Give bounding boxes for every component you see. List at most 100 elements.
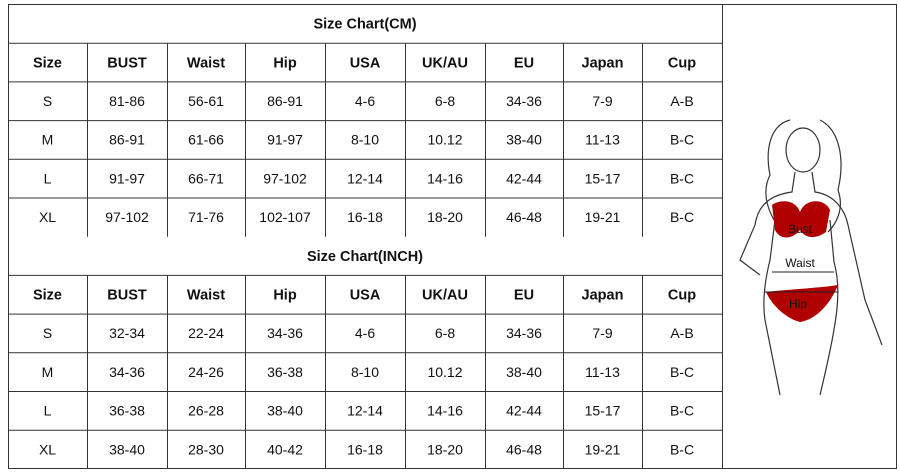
bikini-bottom [766, 285, 838, 322]
header-cell: EU [514, 55, 534, 71]
body-outline [739, 171, 883, 396]
header-cell: Size [33, 55, 62, 71]
cell: 81-86 [109, 93, 145, 109]
header-cell: Hip [273, 288, 297, 304]
cell: B-C [670, 441, 694, 457]
cell: 40-42 [267, 441, 303, 457]
cell: 19-21 [585, 209, 621, 225]
cell: 11-13 [585, 132, 620, 148]
header-cell: Hip [273, 55, 297, 71]
cell: M [42, 132, 54, 148]
cell: 10.12 [427, 364, 462, 380]
cell: S [43, 93, 52, 109]
header-cell: Japan [582, 288, 624, 304]
cell: 34-36 [109, 364, 145, 380]
cell: 38-40 [506, 364, 542, 380]
cell: 38-40 [267, 403, 303, 419]
cell: 18-20 [427, 209, 463, 225]
cell: 6-8 [435, 93, 455, 109]
header-cell: Waist [187, 55, 225, 71]
cell: 38-40 [109, 441, 145, 457]
cell: 14-16 [427, 170, 463, 186]
cell: 28-30 [188, 441, 224, 457]
cell: 24-26 [188, 364, 224, 380]
cell: 16-18 [347, 441, 383, 457]
cell: B-C [670, 209, 694, 225]
cell: 32-34 [109, 325, 145, 341]
cell: 18-20 [427, 441, 463, 457]
cell: L [44, 170, 52, 186]
cell: 56-61 [188, 93, 224, 109]
header-cell: BUST [107, 288, 147, 304]
cell: 22-24 [188, 325, 224, 341]
cell: A-B [670, 93, 693, 109]
header-cell: Japan [582, 55, 624, 71]
cell: 11-13 [585, 364, 620, 380]
header-cell: USA [350, 288, 381, 304]
cell: 36-38 [267, 364, 303, 380]
cell: 8-10 [351, 364, 379, 380]
cell: 86-91 [109, 132, 145, 148]
cell: 19-21 [585, 441, 621, 457]
cell: 42-44 [506, 403, 542, 419]
cell: 97-102 [263, 170, 307, 186]
cell: 46-48 [506, 441, 542, 457]
cell: 26-28 [188, 403, 224, 419]
cell: 42-44 [506, 170, 542, 186]
header-cell: UK/AU [422, 55, 468, 71]
cell: 102-107 [259, 209, 311, 225]
figure-label: Hip [789, 297, 807, 311]
cell: 86-91 [267, 93, 303, 109]
cell: B-C [670, 170, 694, 186]
cell: B-C [670, 132, 694, 148]
header-cell: Waist [187, 288, 225, 304]
figure-label: Bust [788, 222, 813, 236]
cell: 46-48 [506, 209, 542, 225]
cell: 6-8 [435, 325, 455, 341]
cell: 38-40 [506, 132, 542, 148]
cell: 61-66 [188, 132, 224, 148]
cell: 12-14 [347, 403, 383, 419]
cell: 4-6 [355, 325, 375, 341]
cell: 91-97 [267, 132, 303, 148]
cell: 34-36 [267, 325, 303, 341]
figure [739, 119, 883, 396]
cell: 7-9 [592, 325, 612, 341]
cell: 14-16 [427, 403, 463, 419]
cell: 7-9 [592, 93, 612, 109]
bikini-top [772, 201, 830, 238]
cell: S [43, 325, 52, 341]
cell: 66-71 [188, 170, 224, 186]
cell: 16-18 [347, 209, 383, 225]
cell: 97-102 [105, 209, 149, 225]
header-cell: USA [350, 55, 381, 71]
cell: M [42, 364, 54, 380]
face [785, 127, 821, 173]
cell: 91-97 [109, 170, 145, 186]
cell: 36-38 [109, 403, 145, 419]
outer-border [8, 4, 897, 469]
cell: 12-14 [347, 170, 383, 186]
cell: 10.12 [427, 132, 462, 148]
hair [765, 119, 842, 233]
cell: B-C [670, 364, 694, 380]
cell: 4-6 [355, 93, 375, 109]
table-title: Size Chart(CM) [313, 17, 416, 33]
table-title: Size Chart(INCH) [307, 249, 423, 265]
cell: 71-76 [188, 209, 224, 225]
header-cell: Cup [668, 55, 696, 71]
figure-label: Waist [785, 256, 815, 270]
header-cell: UK/AU [422, 288, 468, 304]
header-cell: Size [33, 288, 62, 304]
header-cell: EU [514, 288, 534, 304]
cell: B-C [670, 403, 694, 419]
cell: 8-10 [351, 132, 379, 148]
header-cell: BUST [107, 55, 147, 71]
cell: XL [39, 441, 56, 457]
header-cell: Cup [668, 288, 696, 304]
cell: L [44, 403, 52, 419]
cell: A-B [670, 325, 693, 341]
cell: 34-36 [506, 93, 542, 109]
